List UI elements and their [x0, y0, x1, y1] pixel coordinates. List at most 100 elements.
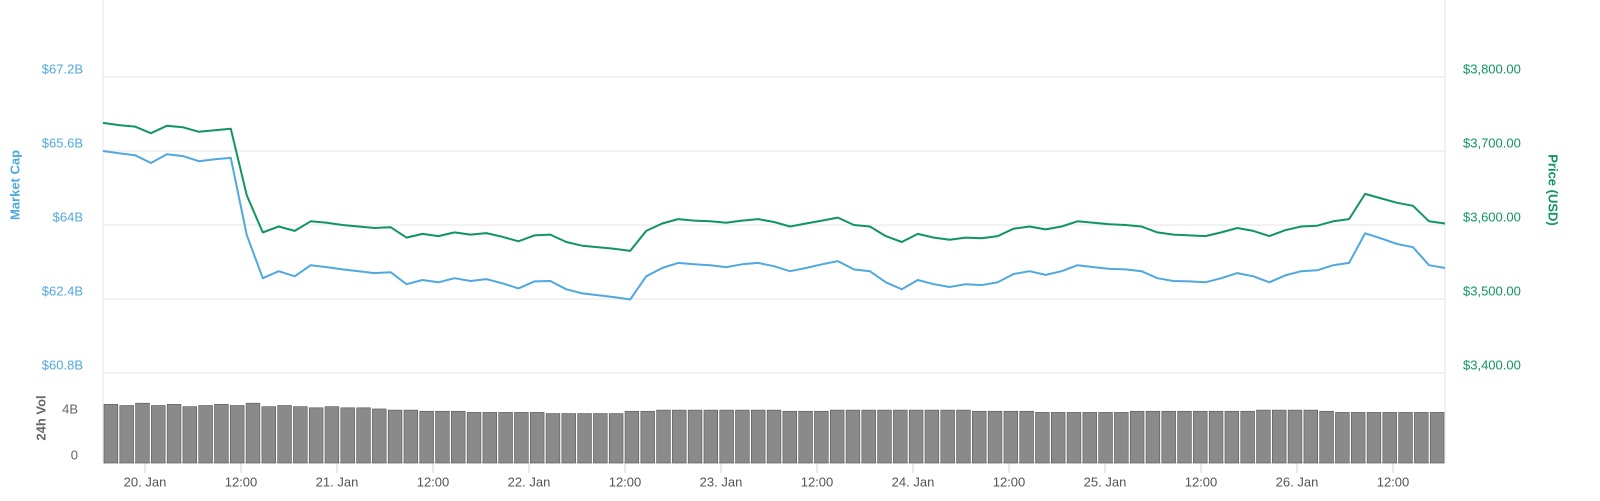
y-axis-title: Market Cap — [7, 150, 22, 220]
volume-bar — [182, 406, 198, 464]
volume-bar — [135, 402, 150, 464]
volume-bar — [1098, 412, 1113, 464]
volume-bar — [624, 410, 640, 464]
volume-bar — [751, 409, 766, 464]
x-tick-label: 12:00 — [1185, 474, 1218, 489]
volume-bar — [293, 406, 308, 464]
volume-bar — [640, 410, 655, 464]
volume-bar — [908, 409, 924, 464]
volume-bar — [245, 402, 261, 464]
x-tick-label: 26. Jan — [1276, 474, 1319, 489]
volume-bar — [893, 409, 908, 464]
volume-bar — [608, 413, 624, 464]
y-tick-label: $64B — [53, 209, 83, 224]
volume-bar — [198, 405, 213, 464]
y2-tick-label: $3,800.00 — [1463, 61, 1521, 76]
volume-bar — [1256, 409, 1271, 464]
volume-bar — [577, 413, 592, 464]
volume-bar — [1319, 410, 1334, 464]
volume-bar — [1019, 410, 1034, 464]
volume-bar — [561, 413, 576, 464]
volume-bar — [814, 410, 829, 464]
volume-bar — [1082, 412, 1097, 464]
x-tick-label: 12:00 — [993, 474, 1026, 489]
volume-bar — [1429, 412, 1445, 464]
volume-bar — [308, 407, 324, 464]
x-tick-label: 20. Jan — [124, 474, 167, 489]
volume-bar — [735, 409, 750, 464]
y-tick-label: $65.6B — [42, 135, 83, 150]
volume-bar — [1382, 412, 1397, 464]
volume-bar — [1272, 409, 1287, 464]
volume-bar — [1287, 409, 1303, 464]
x-tick-label: 21. Jan — [316, 474, 359, 489]
volume-bar — [972, 410, 987, 464]
y2-tick-label: $3,700.00 — [1463, 135, 1521, 150]
volume-bar — [403, 409, 419, 464]
volume-bar — [1240, 410, 1255, 464]
volume-bar — [340, 407, 355, 464]
x-tick-label: 25. Jan — [1084, 474, 1127, 489]
x-tick-label: 12:00 — [1377, 474, 1410, 489]
volume-bar — [924, 409, 940, 464]
x-tick-label: 12:00 — [801, 474, 834, 489]
volume-bar — [956, 409, 971, 464]
x-tick-label: 12:00 — [225, 474, 258, 489]
x-tick-label: 22. Jan — [508, 474, 551, 489]
volume-bar — [1177, 410, 1192, 464]
volume-bar — [766, 409, 782, 464]
volume-bar — [1335, 412, 1350, 464]
volume-bar — [261, 406, 276, 464]
volume-bar — [798, 410, 813, 464]
volume-bar — [829, 409, 845, 464]
volume-bar — [1224, 410, 1240, 464]
y-tick-label: 0 — [71, 447, 78, 462]
volume-bar — [514, 412, 529, 464]
volume-bar — [687, 409, 703, 464]
volume-bar — [861, 409, 876, 464]
volume-bar — [324, 406, 340, 464]
volume-bar — [1398, 412, 1413, 464]
volume-bar — [1050, 412, 1066, 464]
volume-bar — [1350, 412, 1366, 464]
y2-tick-label: $3,500.00 — [1463, 283, 1521, 298]
y-tick-label: $60.8B — [42, 357, 83, 372]
volume-bar — [372, 408, 387, 464]
volume-bar — [1145, 410, 1161, 464]
y-tick-label: 4B — [62, 401, 78, 416]
volume-bar — [987, 410, 1003, 464]
volume-bar — [498, 412, 513, 464]
volume-bar — [1208, 410, 1224, 464]
volume-bar — [1414, 412, 1429, 464]
volume-bar — [451, 410, 466, 464]
volume-bar — [387, 409, 403, 464]
y2-axis-title: Price (USD) — [1546, 154, 1561, 226]
volume-bar — [1129, 410, 1145, 464]
volume-bar — [1003, 410, 1019, 464]
volume-bar — [593, 413, 608, 464]
volume-bar — [419, 410, 434, 464]
y-tick-label: $62.4B — [42, 283, 83, 298]
volume-bar — [1193, 410, 1208, 464]
volume-bar — [1114, 412, 1129, 464]
volume-bar — [703, 409, 719, 464]
volume-bar — [119, 405, 134, 464]
volume-bar — [719, 409, 734, 464]
volume-bar — [545, 413, 561, 464]
volume-bar — [877, 409, 892, 464]
y2-tick-label: $3,400.00 — [1463, 357, 1521, 372]
volume-bar — [103, 404, 119, 464]
volume-bar — [277, 405, 292, 464]
volume-bar — [1366, 412, 1382, 464]
volume-bar — [466, 412, 482, 464]
volume-bar — [482, 412, 498, 464]
volume-bar — [656, 409, 671, 464]
y2-tick-label: $3,600.00 — [1463, 209, 1521, 224]
volume-bar — [1161, 410, 1176, 464]
x-tick-label: 23. Jan — [700, 474, 743, 489]
x-tick-label: 24. Jan — [892, 474, 935, 489]
volume-axis-title: 24h Vol — [33, 395, 48, 440]
volume-bar — [1035, 412, 1050, 464]
volume-bar — [435, 410, 450, 464]
